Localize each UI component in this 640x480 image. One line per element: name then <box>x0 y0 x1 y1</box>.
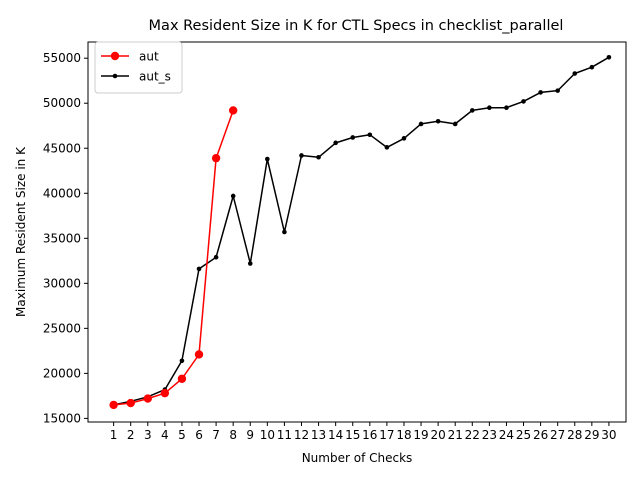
data-point-aut <box>126 398 135 408</box>
x-tick-label: 29 <box>584 428 599 442</box>
series-aut_s <box>111 55 612 408</box>
legend-label-aut: aut <box>139 50 159 64</box>
data-point-aut_s <box>384 145 390 150</box>
x-tick-label: 1 <box>110 428 118 442</box>
x-tick-label: 17 <box>379 428 394 442</box>
data-point-aut_s <box>367 132 373 138</box>
data-point-aut_s <box>521 99 526 104</box>
data-point-aut <box>143 394 152 403</box>
data-point-aut_s <box>282 229 287 235</box>
data-point-aut_s <box>350 135 356 140</box>
x-tick-label: 25 <box>516 428 531 442</box>
x-tick-label: 22 <box>465 428 480 442</box>
data-point-aut_s <box>316 154 321 160</box>
data-point-aut <box>194 350 204 359</box>
x-tick-label: 8 <box>229 428 237 442</box>
legend-marker-aut_s <box>112 73 118 79</box>
data-point-aut_s <box>333 140 338 146</box>
y-tick-label: 25000 <box>43 321 81 335</box>
data-point-aut_s <box>504 105 509 111</box>
y-tick-label: 30000 <box>43 276 81 290</box>
x-tick-label: 9 <box>246 428 254 442</box>
y-tick-label: 50000 <box>43 96 81 110</box>
x-tick-label: 21 <box>448 428 463 442</box>
data-point-aut_s <box>452 121 458 127</box>
x-tick-label: 16 <box>362 428 377 442</box>
series-line-aut_s <box>113 56 610 406</box>
x-tick-label: 12 <box>294 428 309 442</box>
data-point-aut_s <box>572 71 578 76</box>
x-tick-label: 5 <box>178 428 186 442</box>
x-tick-label: 26 <box>533 428 548 442</box>
y-tick-label: 45000 <box>43 141 81 155</box>
x-axis: 1 2 3 4 5 6 7 8 9 10 11 12 13 14 15 16 17 18 19 20 21 22 23 24 2… <box>110 422 617 442</box>
x-tick-label: 20 <box>430 428 445 442</box>
x-tick-label: 27 <box>550 428 565 442</box>
x-tick-label: 13 <box>311 428 326 442</box>
data-point-aut_s <box>487 105 492 111</box>
data-point-aut_s <box>555 88 560 93</box>
x-tick-label: 2 <box>127 428 135 442</box>
x-tick-label: 10 <box>260 428 275 442</box>
legend-marker-aut <box>110 51 120 61</box>
x-tick-label: 6 <box>195 428 203 442</box>
data-point-aut_s <box>469 108 475 113</box>
y-tick-label: 35000 <box>43 231 81 245</box>
data-point-aut <box>177 374 187 383</box>
x-tick-label: 15 <box>345 428 360 442</box>
data-point-aut_s <box>435 118 441 124</box>
data-point-aut_s <box>179 358 185 364</box>
legend-label-aut_s: aut_s <box>139 70 171 84</box>
data-point-aut <box>160 388 170 398</box>
x-tick-label: 11 <box>277 428 292 442</box>
data-point-aut <box>211 153 221 163</box>
y-tick-label: 40000 <box>43 186 81 200</box>
x-tick-label: 30 <box>601 428 616 442</box>
x-tick-label: 19 <box>413 428 428 442</box>
data-point-aut_s <box>401 136 407 141</box>
x-tick-label: 4 <box>161 428 169 442</box>
data-point-aut_s <box>418 121 424 127</box>
x-tick-label: 3 <box>144 428 152 442</box>
y-tick-label: 55000 <box>43 51 81 65</box>
data-point-aut_s <box>606 55 612 60</box>
data-point-aut_s <box>213 254 219 260</box>
data-point-aut_s <box>230 193 236 199</box>
data-point-aut <box>109 400 118 410</box>
x-tick-label: 14 <box>328 428 343 442</box>
chart-title: Max Resident Size in K for CTL Specs in … <box>149 18 564 34</box>
x-tick-label: 7 <box>212 428 220 442</box>
data-point-aut_s <box>196 266 202 272</box>
data-point-aut_s <box>589 64 595 70</box>
y-tick-label: 15000 <box>43 411 81 425</box>
x-tick-label: 28 <box>567 428 582 442</box>
plot-area <box>109 55 612 410</box>
plot-frame <box>87 41 627 423</box>
x-tick-label: 23 <box>482 428 497 442</box>
data-point-aut_s <box>247 261 253 266</box>
y-axis: 15000 20000 25000 30000 35000 40000 45000 50000… <box>43 51 88 425</box>
series-aut <box>109 106 238 410</box>
data-point-aut_s <box>299 153 304 158</box>
x-tick-label: 24 <box>499 428 514 442</box>
data-point-aut_s <box>265 156 270 162</box>
y-axis-label: Maximum Resident Size in K <box>14 146 28 317</box>
x-axis-label: Number of Checks <box>302 451 413 465</box>
data-point-aut_s <box>538 90 543 95</box>
data-point-aut <box>228 106 238 115</box>
y-tick-label: 20000 <box>43 366 81 380</box>
x-tick-label: 18 <box>396 428 411 442</box>
legend: aut aut_s <box>94 41 183 94</box>
